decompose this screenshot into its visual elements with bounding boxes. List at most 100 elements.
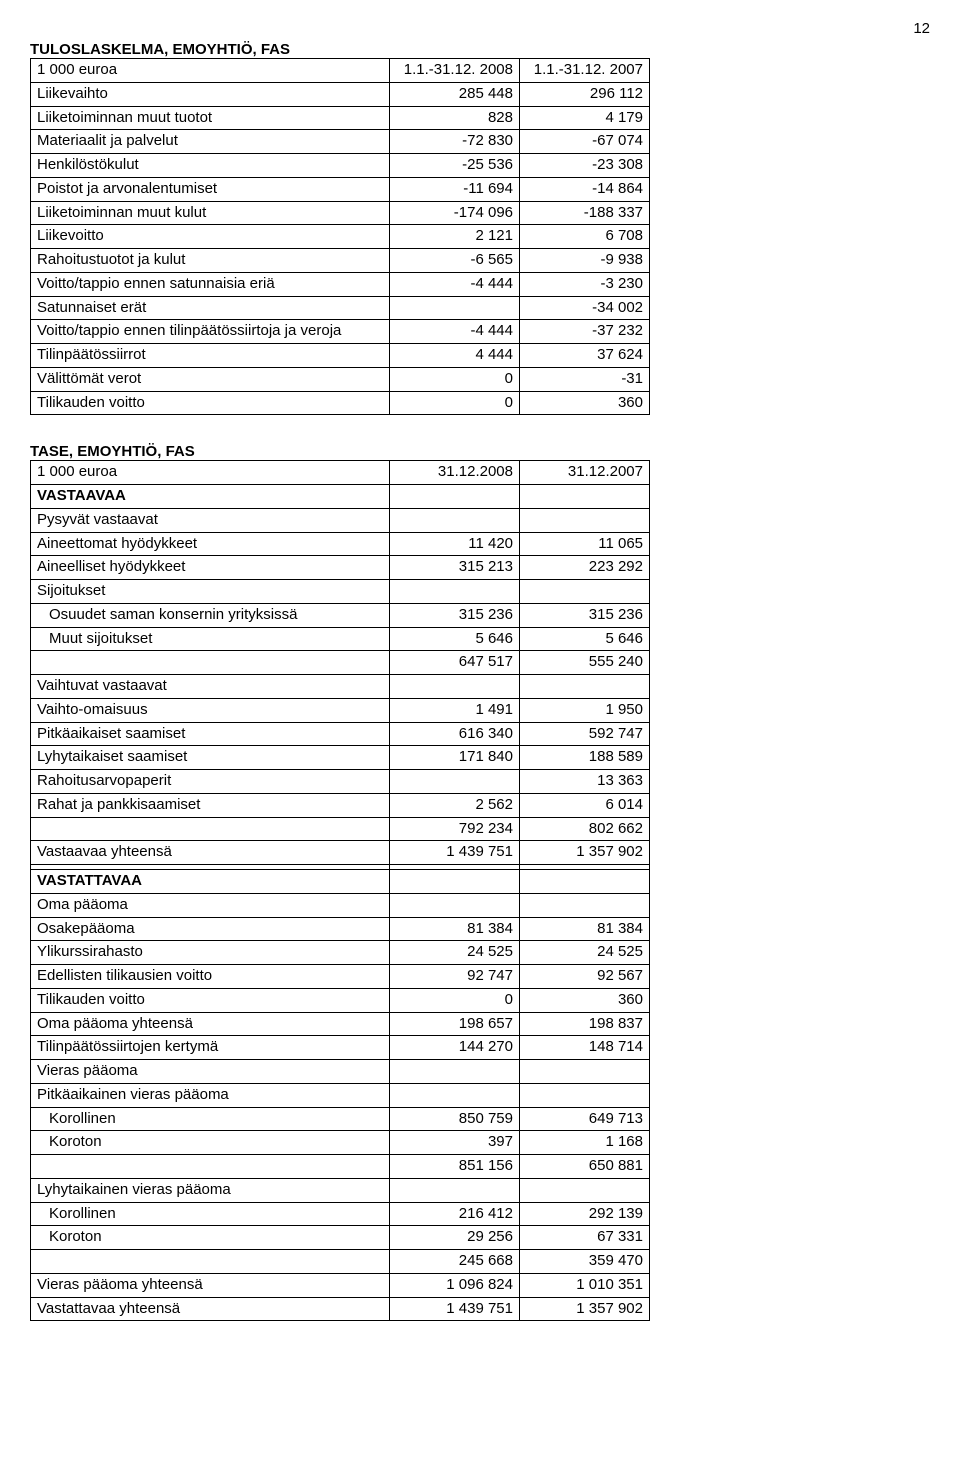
table2-label bbox=[31, 651, 390, 675]
table2-header-1: 31.12.2008 bbox=[390, 461, 520, 485]
table2-value-1: 81 384 bbox=[390, 917, 520, 941]
table1-label: Tilinpäätössiirrot bbox=[31, 344, 390, 368]
table-row: Edellisten tilikausien voitto92 74792 56… bbox=[31, 965, 650, 989]
table-row: Oma pääoma yhteensä198 657198 837 bbox=[31, 1012, 650, 1036]
table1-value-1: -25 536 bbox=[390, 154, 520, 178]
table2-value-1: 216 412 bbox=[390, 1202, 520, 1226]
table2-label: VASTAAVAA bbox=[31, 485, 390, 509]
table2-value-1: 397 bbox=[390, 1131, 520, 1155]
table2-title: TASE, EMOYHTIÖ, FAS bbox=[30, 443, 930, 460]
table2-value-2: 6 014 bbox=[520, 793, 650, 817]
table2-value-2 bbox=[520, 1178, 650, 1202]
table2-value-2 bbox=[520, 870, 650, 894]
table1-label: Materiaalit ja palvelut bbox=[31, 130, 390, 154]
table1-label: Henkilöstökulut bbox=[31, 154, 390, 178]
table2-label: Aineelliset hyödykkeet bbox=[31, 556, 390, 580]
table2-label: Pysyvät vastaavat bbox=[31, 508, 390, 532]
table2-value-1: 616 340 bbox=[390, 722, 520, 746]
table1-value-1: -4 444 bbox=[390, 272, 520, 296]
table2-value-1: 2 562 bbox=[390, 793, 520, 817]
table-row: Vaihtuvat vastaavat bbox=[31, 675, 650, 699]
table2-value-2 bbox=[520, 1083, 650, 1107]
table-row: Materiaalit ja palvelut-72 830-67 074 bbox=[31, 130, 650, 154]
table2-value-2: 592 747 bbox=[520, 722, 650, 746]
table-row: Liikevaihto285 448296 112 bbox=[31, 82, 650, 106]
table2-value-1: 315 236 bbox=[390, 603, 520, 627]
table-row: 792 234802 662 bbox=[31, 817, 650, 841]
table-row: Tilinpäätössiirtojen kertymä144 270148 7… bbox=[31, 1036, 650, 1060]
table2-label: VASTATTAVAA bbox=[31, 870, 390, 894]
table2-value-1: 92 747 bbox=[390, 965, 520, 989]
table-row: Rahat ja pankkisaamiset2 5626 014 bbox=[31, 793, 650, 817]
table2-value-1: 245 668 bbox=[390, 1250, 520, 1274]
table2-value-1 bbox=[390, 770, 520, 794]
table2-value-2: 360 bbox=[520, 988, 650, 1012]
table-row: Korollinen216 412292 139 bbox=[31, 1202, 650, 1226]
table2-value-2 bbox=[520, 675, 650, 699]
table2-value-1: 315 213 bbox=[390, 556, 520, 580]
table1-title: TULOSLASKELMA, EMOYHTIÖ, FAS bbox=[30, 41, 930, 58]
table-row: Osuudet saman konsernin yrityksissä315 2… bbox=[31, 603, 650, 627]
table2-value-1 bbox=[390, 485, 520, 509]
table-row: Lyhytaikaiset saamiset171 840188 589 bbox=[31, 746, 650, 770]
table1-header-1: 1.1.-31.12. 2008 bbox=[390, 59, 520, 83]
table2-label: Vaihto-omaisuus bbox=[31, 698, 390, 722]
table2-label: Koroton bbox=[31, 1131, 390, 1155]
table2-value-2: 649 713 bbox=[520, 1107, 650, 1131]
page-number: 12 bbox=[30, 20, 930, 37]
table2-label: Vastaavaa yhteensä bbox=[31, 841, 390, 865]
table1-value-2: 4 179 bbox=[520, 106, 650, 130]
table1-label: Poistot ja arvonalentumiset bbox=[31, 177, 390, 201]
table1-value-1: 4 444 bbox=[390, 344, 520, 368]
table2-label: Oma pääoma bbox=[31, 893, 390, 917]
table1-value-2: -31 bbox=[520, 367, 650, 391]
table1-value-1: -72 830 bbox=[390, 130, 520, 154]
table2-label: Koroton bbox=[31, 1226, 390, 1250]
table-row: Koroton3971 168 bbox=[31, 1131, 650, 1155]
table-row: Osakepääoma81 38481 384 bbox=[31, 917, 650, 941]
table2-value-2: 1 357 902 bbox=[520, 841, 650, 865]
table1-label: Välittömät verot bbox=[31, 367, 390, 391]
table1-value-1: 0 bbox=[390, 367, 520, 391]
table2-label bbox=[31, 1250, 390, 1274]
table1-value-1: 828 bbox=[390, 106, 520, 130]
table1-value-2: 37 624 bbox=[520, 344, 650, 368]
table2-value-1 bbox=[390, 580, 520, 604]
table2-value-1: 0 bbox=[390, 988, 520, 1012]
table-row: Lyhytaikainen vieras pääoma bbox=[31, 1178, 650, 1202]
table-row: Vaihto-omaisuus1 4911 950 bbox=[31, 698, 650, 722]
table2-value-1: 1 439 751 bbox=[390, 841, 520, 865]
table2-value-1: 24 525 bbox=[390, 941, 520, 965]
table2-value-1: 144 270 bbox=[390, 1036, 520, 1060]
table2-label: Muut sijoitukset bbox=[31, 627, 390, 651]
table1-value-1: 285 448 bbox=[390, 82, 520, 106]
table-row: 851 156650 881 bbox=[31, 1155, 650, 1179]
table-row: Ylikurssirahasto24 52524 525 bbox=[31, 941, 650, 965]
table2-header-0: 1 000 euroa bbox=[31, 461, 390, 485]
table2-value-2: 315 236 bbox=[520, 603, 650, 627]
table2-label: Edellisten tilikausien voitto bbox=[31, 965, 390, 989]
table2-label: Oma pääoma yhteensä bbox=[31, 1012, 390, 1036]
table2-value-2: 24 525 bbox=[520, 941, 650, 965]
table2-label bbox=[31, 817, 390, 841]
table2-label: Korollinen bbox=[31, 1202, 390, 1226]
table2-value-2: 92 567 bbox=[520, 965, 650, 989]
table1-header-0: 1 000 euroa bbox=[31, 59, 390, 83]
table1-label: Liikevaihto bbox=[31, 82, 390, 106]
table2-value-1: 851 156 bbox=[390, 1155, 520, 1179]
table1-value-1: 2 121 bbox=[390, 225, 520, 249]
table1-value-2: 6 708 bbox=[520, 225, 650, 249]
table-row: Pysyvät vastaavat bbox=[31, 508, 650, 532]
table2-label: Vaihtuvat vastaavat bbox=[31, 675, 390, 699]
table1-value-1: 0 bbox=[390, 391, 520, 415]
table2-label: Rahoitusarvopaperit bbox=[31, 770, 390, 794]
table2-value-2 bbox=[520, 485, 650, 509]
table-row: Aineelliset hyödykkeet315 213223 292 bbox=[31, 556, 650, 580]
table2-value-1: 647 517 bbox=[390, 651, 520, 675]
table1-value-2: 360 bbox=[520, 391, 650, 415]
table1-value-1 bbox=[390, 296, 520, 320]
table2-label: Tilikauden voitto bbox=[31, 988, 390, 1012]
table2-value-2: 359 470 bbox=[520, 1250, 650, 1274]
table1-label: Satunnaiset erät bbox=[31, 296, 390, 320]
table2-value-1: 1 439 751 bbox=[390, 1297, 520, 1321]
